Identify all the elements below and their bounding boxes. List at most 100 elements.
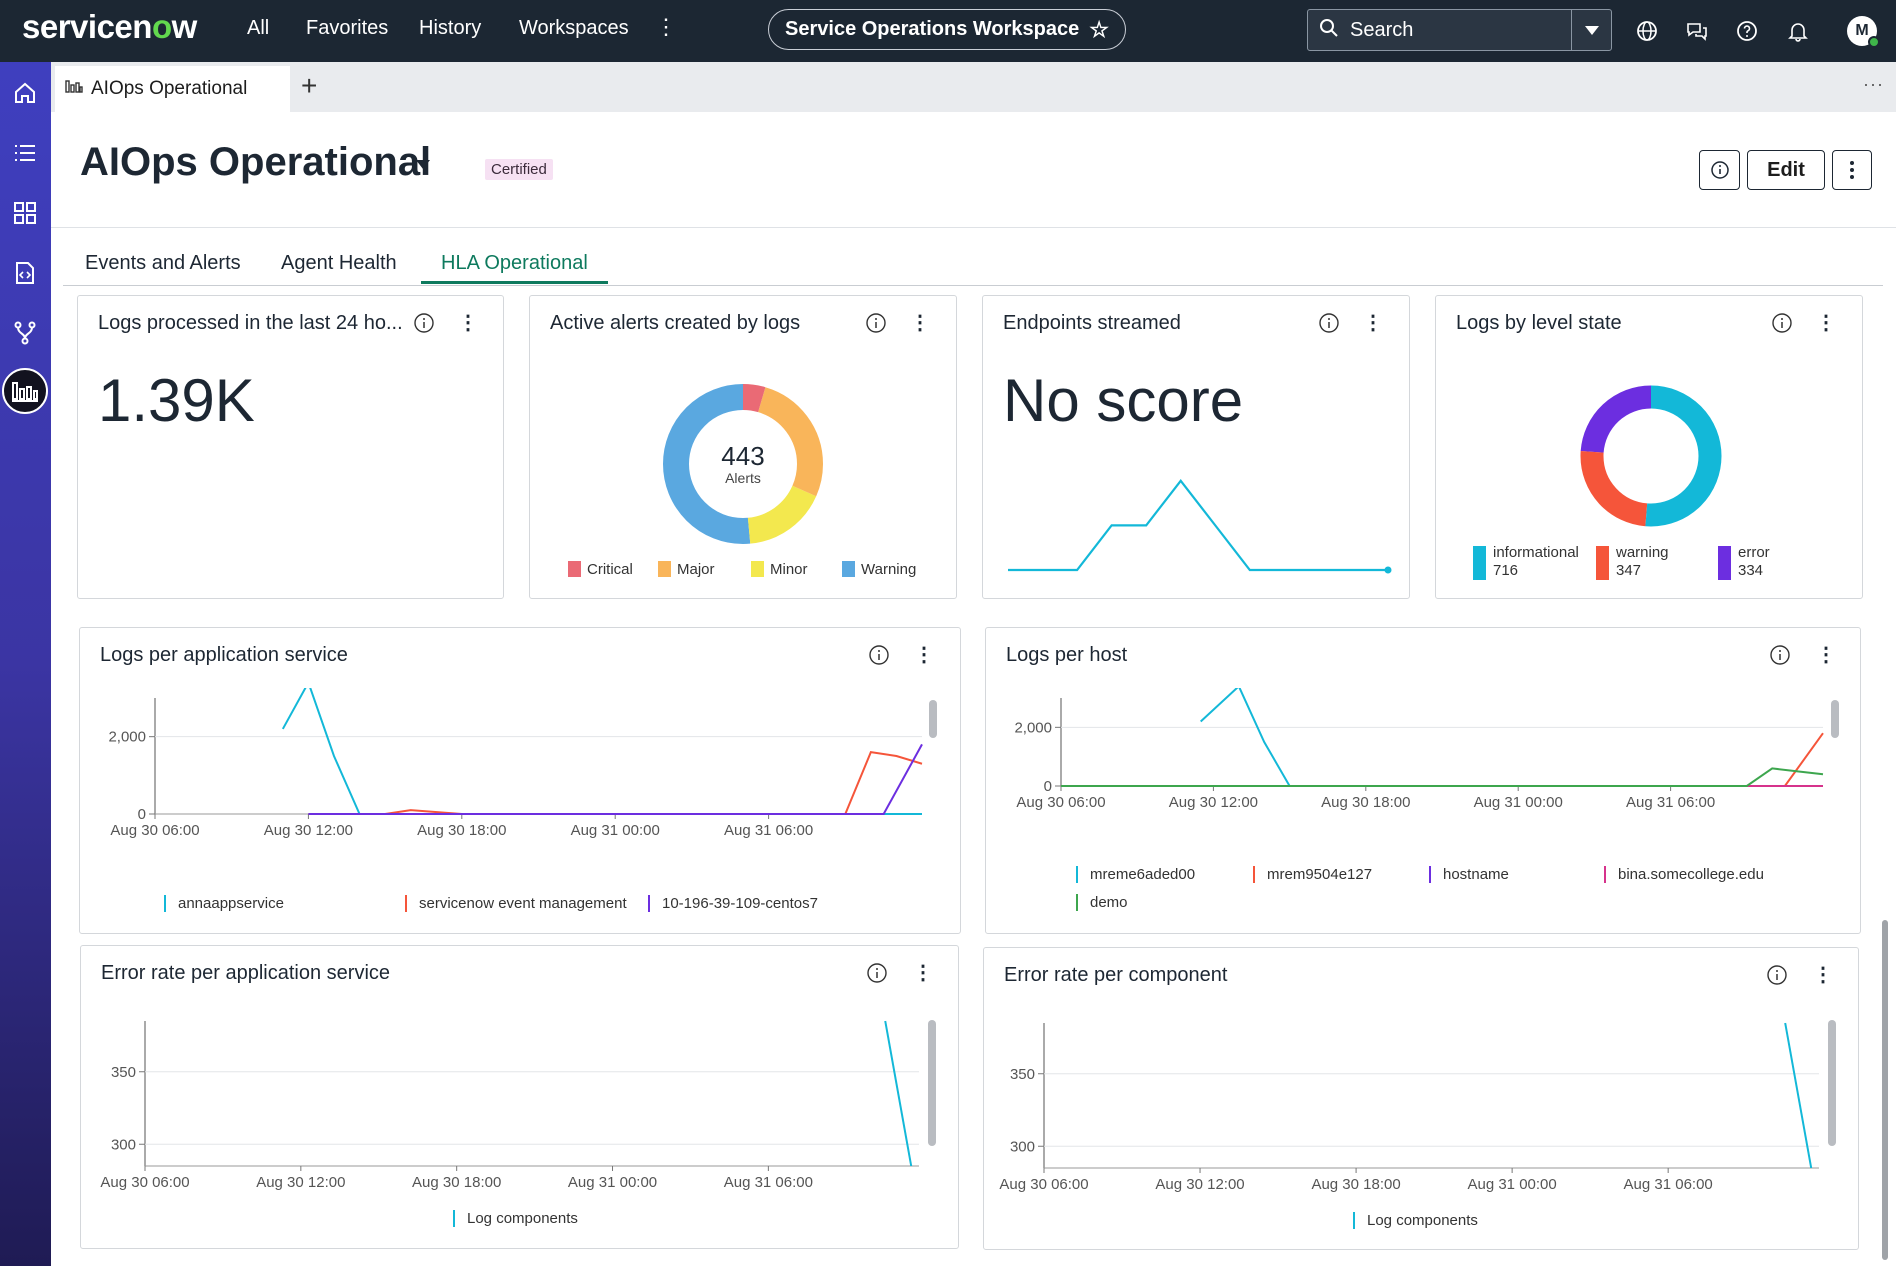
- donut-slice-warning[interactable]: [1580, 385, 1722, 527]
- globe-icon[interactable]: [1635, 19, 1659, 43]
- card-more-icon[interactable]: ⋮: [1813, 964, 1833, 986]
- dashboard-tabs: Events and Alerts Agent Health HLA Opera…: [63, 248, 1883, 286]
- levels-donut-chart: [1580, 385, 1722, 527]
- legend-swatch: [1076, 866, 1078, 883]
- y-tick-label: 350: [111, 1064, 136, 1081]
- info-icon[interactable]: [1769, 644, 1791, 666]
- info-icon[interactable]: [413, 312, 435, 334]
- info-icon[interactable]: [865, 312, 887, 334]
- nav-history[interactable]: History: [419, 17, 482, 39]
- help-icon[interactable]: [1735, 19, 1759, 43]
- chart-scrollbar[interactable]: [1831, 700, 1839, 738]
- page-info-button[interactable]: [1699, 150, 1740, 190]
- tab-agent-health[interactable]: Agent Health: [281, 252, 397, 274]
- donut-slice-informational[interactable]: [1580, 385, 1722, 527]
- legend-minor[interactable]: Minor: [751, 561, 808, 578]
- y-tick-label: 300: [1010, 1138, 1035, 1155]
- nav-workspaces[interactable]: Workspaces: [519, 17, 629, 39]
- edit-button[interactable]: Edit: [1747, 150, 1825, 190]
- legend-servicenow-event-management[interactable]: servicenow event management: [405, 895, 627, 912]
- series-line-0[interactable]: [1784, 1022, 1813, 1169]
- info-icon[interactable]: [868, 644, 890, 666]
- workspace-tab-aiops[interactable]: AIOps Operational: [55, 66, 290, 112]
- chart-scrollbar[interactable]: [929, 700, 937, 738]
- legend-annaappservice[interactable]: annaappservice: [164, 895, 284, 912]
- legend-warning[interactable]: Warning: [842, 561, 916, 578]
- workspace-tab-label: AIOps Operational: [91, 78, 248, 99]
- legend-log-components[interactable]: Log components: [453, 1210, 578, 1227]
- legend-hostname[interactable]: hostname: [1429, 866, 1509, 883]
- card-more-icon[interactable]: ⋮: [1363, 312, 1383, 334]
- page-scrollbar[interactable]: [1882, 920, 1888, 1260]
- x-tick-label: Aug 31 06:00: [724, 822, 813, 839]
- card-more-icon[interactable]: ⋮: [458, 312, 478, 334]
- endpoints-last-point[interactable]: [1384, 566, 1392, 574]
- workflow-branch-icon[interactable]: [6, 314, 44, 352]
- series-line-4[interactable]: [1061, 767, 1824, 787]
- card-active-alerts: Active alerts created by logs ⋮ 443 Aler…: [529, 295, 957, 599]
- workspace-pill[interactable]: Service Operations Workspace ☆: [768, 9, 1126, 50]
- legend-swatch: [1253, 866, 1255, 883]
- info-icon[interactable]: [1771, 312, 1793, 334]
- list-icon[interactable]: [6, 134, 44, 172]
- title-dropdown-icon[interactable]: [416, 160, 430, 169]
- user-avatar[interactable]: M: [1847, 16, 1880, 48]
- legend-centos7[interactable]: 10-196-39-109-centos7: [648, 895, 818, 912]
- legend-mreme6aded00[interactable]: mreme6aded00: [1076, 866, 1195, 883]
- add-tab-button[interactable]: +: [301, 70, 318, 101]
- star-icon[interactable]: ☆: [1089, 16, 1109, 42]
- legend-log-components[interactable]: Log components: [1353, 1212, 1478, 1229]
- series-line-1[interactable]: [1061, 732, 1824, 787]
- chart-scrollbar[interactable]: [928, 1020, 936, 1146]
- x-tick-label: Aug 31 06:00: [1624, 1176, 1713, 1193]
- info-icon: [1710, 161, 1729, 179]
- series-line-0[interactable]: [884, 1020, 913, 1167]
- legend-bina-somecollege[interactable]: bina.somecollege.edu: [1604, 866, 1764, 883]
- legend-demo[interactable]: demo: [1076, 894, 1128, 911]
- series-line-0[interactable]: [281, 688, 922, 815]
- legend-major[interactable]: Major: [658, 561, 715, 578]
- avatar-initial: M: [1855, 22, 1869, 39]
- info-icon[interactable]: [1318, 312, 1340, 334]
- y-tick-label: 2,000: [1014, 719, 1052, 736]
- series-line-2[interactable]: [308, 743, 923, 815]
- card-more-icon[interactable]: ⋮: [914, 644, 934, 666]
- global-search[interactable]: Search: [1307, 9, 1612, 51]
- card-more-icon[interactable]: ⋮: [1816, 312, 1836, 334]
- nav-all[interactable]: All: [247, 17, 270, 39]
- donut-slice-critical[interactable]: [663, 384, 823, 544]
- card-more-icon[interactable]: ⋮: [910, 312, 930, 334]
- info-icon[interactable]: [866, 962, 888, 984]
- nav-favorites[interactable]: Favorites: [306, 17, 389, 39]
- legend-label: informational: [1493, 544, 1579, 561]
- x-tick-label: Aug 31 06:00: [1626, 794, 1715, 811]
- legend-swatch: [1076, 894, 1078, 911]
- legend-mrem9504e127[interactable]: mrem9504e127: [1253, 866, 1372, 883]
- tab-hla-operational[interactable]: HLA Operational: [441, 252, 588, 274]
- search-dropdown-icon[interactable]: [1571, 10, 1611, 50]
- legend-critical[interactable]: Critical: [568, 561, 633, 578]
- chat-icon[interactable]: [1685, 19, 1709, 43]
- servicenow-logo[interactable]: servicenow: [22, 8, 197, 45]
- series-line-1[interactable]: [308, 751, 923, 815]
- series-line-0[interactable]: [1200, 688, 1823, 787]
- donut-slice-major[interactable]: [663, 384, 823, 544]
- tab-events-and-alerts[interactable]: Events and Alerts: [85, 252, 241, 274]
- logs-per-host-chart: 0 2,000 Aug 30 06:00 Aug 30 12:00 Aug 30 18:…: [1014, 688, 1824, 811]
- x-tick-label: Aug 30 12:00: [1169, 794, 1258, 811]
- card-more-icon[interactable]: ⋮: [1816, 644, 1836, 666]
- card-title: Endpoints streamed: [1003, 312, 1181, 334]
- nav-more-icon[interactable]: ⋮: [655, 14, 677, 39]
- home-icon[interactable]: [6, 74, 44, 112]
- chart-scrollbar[interactable]: [1828, 1020, 1836, 1146]
- tab-overflow-icon[interactable]: ···: [1863, 74, 1884, 94]
- bell-icon[interactable]: [1786, 19, 1810, 43]
- script-file-icon[interactable]: [6, 254, 44, 292]
- page-more-button[interactable]: [1832, 150, 1872, 190]
- analytics-bar-icon[interactable]: [2, 368, 48, 414]
- legend-swatch: [1353, 1212, 1355, 1229]
- dashboard-grid-icon[interactable]: [6, 194, 44, 232]
- info-icon[interactable]: [1766, 964, 1788, 986]
- card-more-icon[interactable]: ⋮: [913, 962, 933, 984]
- legend-label: Critical: [587, 561, 633, 578]
